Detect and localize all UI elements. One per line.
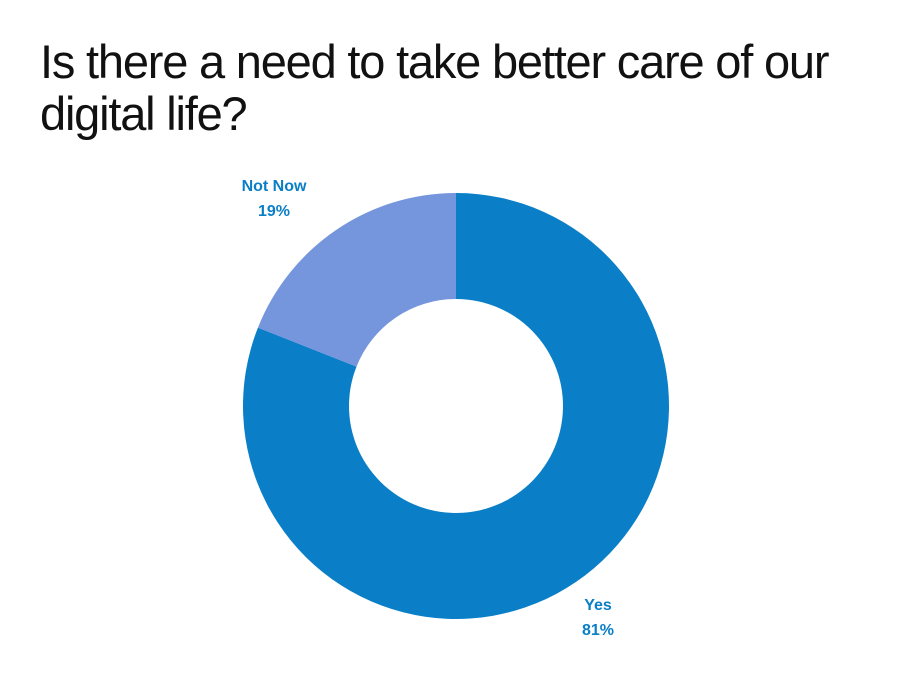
donut-slices — [242, 193, 669, 619]
slice-yes — [242, 193, 669, 619]
slice-label-value: 19% — [258, 203, 290, 220]
chart-title: Is there a need to take better care of o… — [40, 35, 829, 140]
slice-labels: Yes 81% Not Now 19% — [242, 178, 614, 639]
slice-label-name: Not Now — [242, 178, 307, 195]
slice-label-name: Yes — [584, 597, 612, 614]
slice-label-value: 81% — [582, 622, 614, 639]
slice-not-now — [257, 193, 456, 367]
